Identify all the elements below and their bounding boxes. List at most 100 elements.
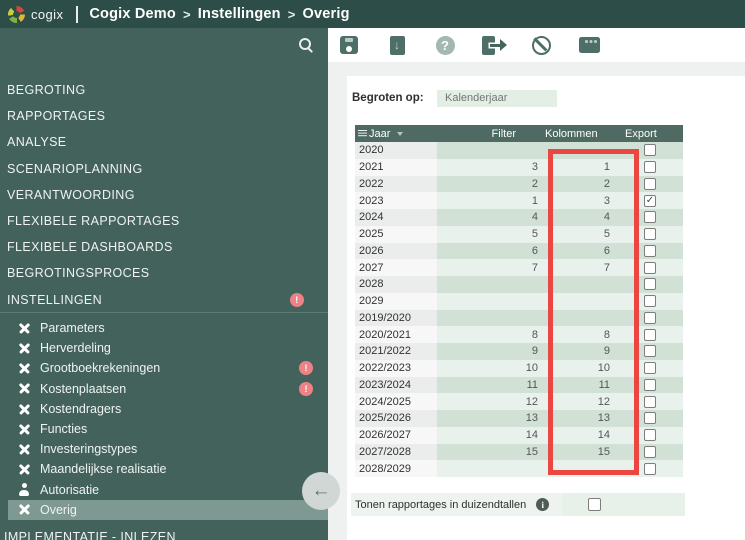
sidebar-subitem-grootboekrekeningen[interactable]: Grootboekrekeningen! (0, 358, 328, 378)
cell-filter[interactable]: 12 (437, 393, 545, 410)
save-button[interactable] (338, 34, 360, 56)
cell-kolommen[interactable] (545, 276, 622, 293)
window-button[interactable] (578, 34, 600, 56)
sidebar-subitem-maandelijkse-realisatie[interactable]: Maandelijkse realisatie (0, 459, 328, 479)
sidebar-item-implementatie-inlezen[interactable]: IMPLEMENTATIE - INLEZEN (0, 524, 328, 540)
export-checkbox[interactable] (644, 328, 656, 341)
sidebar-item-flexibele-rapportages[interactable]: FLEXIBELE RAPPORTAGES (0, 208, 328, 234)
sidebar-item-flexibele-dashboards[interactable]: FLEXIBELE DASHBOARDS (0, 234, 328, 260)
sidebar-item-begrotingsproces[interactable]: BEGROTINGSPROCES (0, 260, 328, 286)
cell-filter[interactable]: 13 (437, 410, 545, 427)
export-checkbox[interactable] (644, 462, 656, 475)
cell-kolommen[interactable]: 5 (545, 225, 622, 243)
export-checkbox[interactable] (644, 244, 656, 257)
cell-filter[interactable]: 9 (437, 343, 545, 360)
cell-kolommen[interactable]: 7 (545, 259, 622, 276)
search-icon[interactable] (298, 37, 314, 53)
sidebar-subitem-investeringstypes[interactable]: Investeringstypes (0, 439, 328, 459)
cell-kolommen[interactable]: 9 (545, 343, 622, 360)
duizendtallen-checkbox[interactable] (588, 498, 601, 511)
cell-filter[interactable] (437, 309, 545, 327)
cell-kolommen[interactable] (545, 142, 622, 159)
export-checkbox[interactable] (644, 378, 656, 391)
table-row: 2024 4 4 (355, 209, 683, 226)
sidebar-subitem-functies[interactable]: Functies (0, 419, 328, 439)
cell-filter[interactable]: 10 (437, 359, 545, 377)
cell-kolommen[interactable]: 10 (545, 359, 622, 377)
cell-kolommen[interactable]: 2 (545, 175, 622, 193)
cell-filter[interactable]: 1 (437, 192, 545, 209)
sidebar-item-begroting[interactable]: BEGROTING (0, 77, 328, 103)
download-button[interactable] (386, 34, 408, 56)
cell-kolommen[interactable]: 4 (545, 209, 622, 226)
export-checkbox[interactable] (644, 311, 656, 324)
cell-kolommen[interactable]: 12 (545, 393, 622, 410)
cell-kolommen[interactable] (545, 460, 622, 477)
export-checkbox[interactable] (644, 211, 656, 224)
cell-kolommen[interactable]: 6 (545, 242, 622, 260)
cell-kolommen[interactable]: 3 (545, 192, 622, 209)
tools-icon (18, 443, 31, 456)
export-checkbox[interactable]: ✓ (644, 194, 656, 207)
cell-export: ✓ (622, 192, 683, 209)
export-button[interactable] (482, 34, 507, 56)
export-checkbox[interactable] (644, 412, 656, 425)
export-checkbox[interactable] (644, 261, 656, 274)
sidebar-item-analyse[interactable]: ANALYSE (0, 129, 328, 155)
cell-filter[interactable]: 7 (437, 259, 545, 276)
breadcrumb-item-app[interactable]: Cogix Demo (89, 6, 176, 22)
cell-filter[interactable]: 6 (437, 242, 545, 260)
export-checkbox[interactable] (644, 177, 656, 190)
cell-filter[interactable]: 5 (437, 225, 545, 243)
sidebar-subitem-kostenplaatsen[interactable]: Kostenplaatsen! (0, 379, 328, 399)
export-checkbox[interactable] (644, 228, 656, 241)
export-checkbox[interactable] (644, 144, 656, 157)
info-icon[interactable]: i (536, 498, 550, 511)
cell-filter[interactable]: 2 (437, 175, 545, 193)
sidebar-subitem-label: Parameters (40, 321, 105, 336)
export-checkbox[interactable] (644, 445, 656, 458)
export-checkbox[interactable] (644, 278, 656, 291)
sidebar-item-scenarioplanning[interactable]: SCENARIOPLANNING (0, 156, 328, 182)
cell-filter[interactable]: 14 (437, 426, 545, 444)
column-header-jaar[interactable]: Jaar (355, 125, 437, 142)
cell-kolommen[interactable]: 11 (545, 376, 622, 394)
cell-kolommen[interactable]: 13 (545, 410, 622, 427)
cell-filter[interactable]: 3 (437, 158, 545, 176)
cell-kolommen[interactable]: 15 (545, 443, 622, 461)
sidebar-collapse-button[interactable]: ← (302, 472, 340, 510)
cell-kolommen[interactable] (545, 292, 622, 310)
sidebar-item-verantwoording[interactable]: VERANTWOORDING (0, 182, 328, 208)
cell-export (622, 142, 683, 159)
export-checkbox[interactable] (644, 161, 656, 174)
cell-kolommen[interactable]: 8 (545, 326, 622, 343)
export-checkbox[interactable] (644, 429, 656, 442)
sidebar-subitem-autorisatie[interactable]: Autorisatie (0, 480, 328, 500)
cell-filter[interactable]: 4 (437, 209, 545, 226)
export-checkbox[interactable] (644, 362, 656, 375)
sidebar-subitem-overig[interactable]: Overig (8, 499, 328, 520)
cell-filter[interactable]: 15 (437, 443, 545, 461)
sidebar-item-instellingen[interactable]: INSTELLINGEN! (0, 287, 328, 313)
cell-kolommen[interactable]: 14 (545, 426, 622, 444)
breadcrumb-item-section[interactable]: Instellingen (197, 6, 281, 22)
cell-filter[interactable] (437, 276, 545, 293)
export-checkbox[interactable] (644, 345, 656, 358)
help-button[interactable]: ? (434, 34, 456, 56)
sidebar-subitem-herverdeling[interactable]: Herverdeling (0, 338, 328, 358)
export-checkbox[interactable] (644, 295, 656, 308)
sidebar-subitem-parameters[interactable]: Parameters (0, 318, 328, 338)
begroten-op-select[interactable]: Kalenderjaar (437, 89, 557, 107)
cell-filter[interactable] (437, 460, 545, 477)
export-checkbox[interactable] (644, 395, 656, 408)
cell-kolommen[interactable]: 1 (545, 158, 622, 176)
cell-filter[interactable]: 11 (437, 376, 545, 394)
cell-kolommen[interactable] (545, 309, 622, 327)
sidebar-item-rapportages[interactable]: RAPPORTAGES (0, 103, 328, 129)
block-button[interactable] (530, 34, 552, 56)
cell-filter[interactable]: 8 (437, 326, 545, 343)
cell-filter[interactable] (437, 142, 545, 159)
sidebar-subitem-kostendragers[interactable]: Kostendragers (0, 399, 328, 419)
cell-filter[interactable] (437, 292, 545, 310)
sidebar-subitem-label: Maandelijkse realisatie (40, 462, 167, 477)
